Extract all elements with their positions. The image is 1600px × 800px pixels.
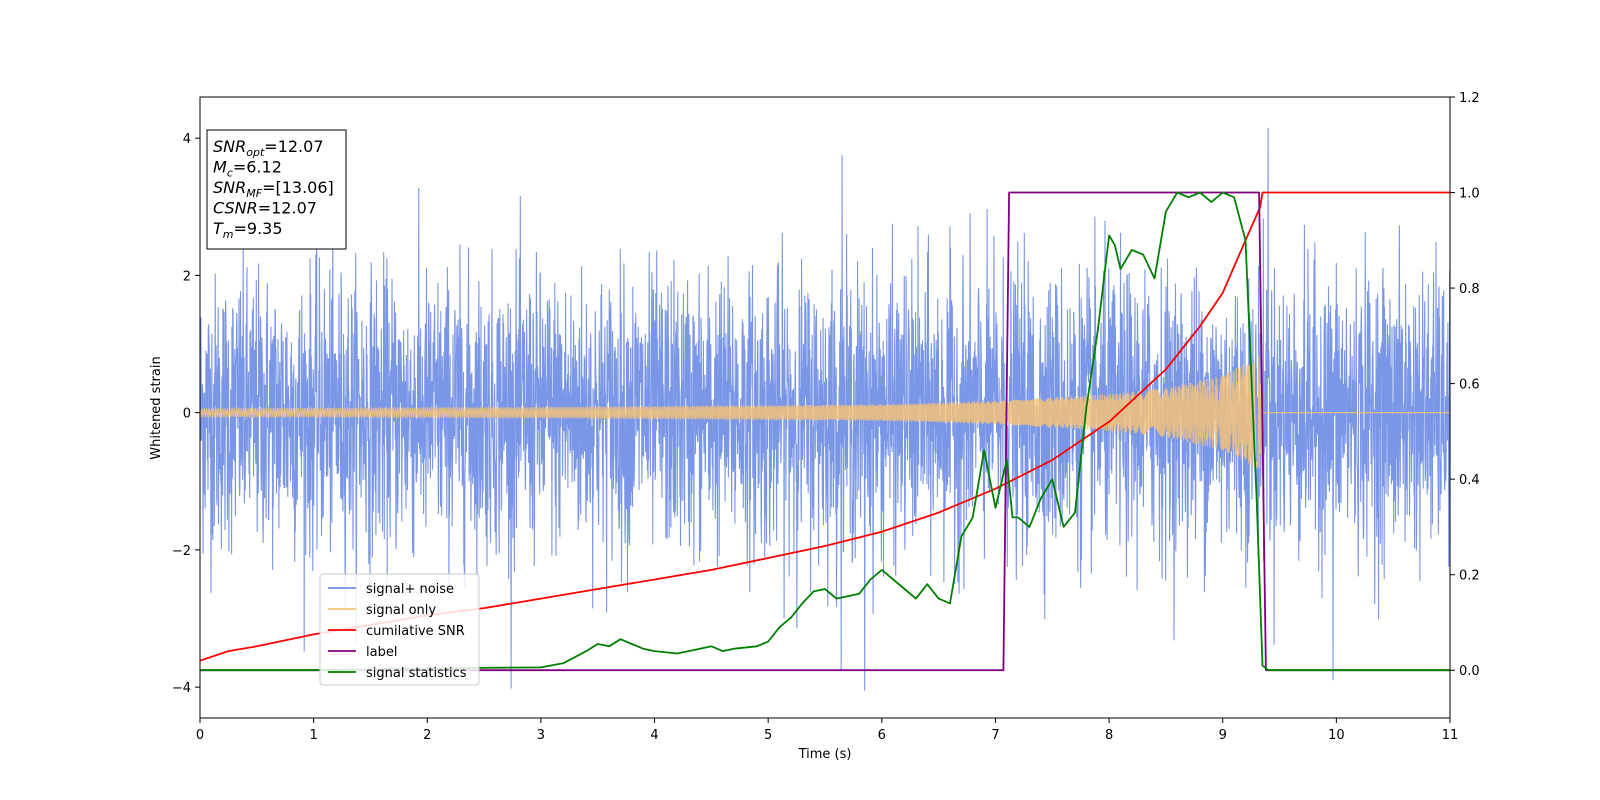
y-axis-label-left: Whitened strain bbox=[149, 356, 164, 459]
annotation-line: Tm=9.35 bbox=[213, 219, 283, 241]
annotation-line: SNRopt=12.07 bbox=[213, 137, 324, 159]
x-tick-label: 2 bbox=[423, 728, 431, 743]
signal-statistics-legend-label: signal statistics bbox=[366, 666, 467, 681]
x-tick-label: 5 bbox=[764, 728, 772, 743]
plot-frame bbox=[199, 96, 1451, 719]
y-axis-right: 0.0 0.2 0.4 0.6 0.8 1.0 1.2 bbox=[1450, 91, 1480, 679]
x-axis-label: Time (s) bbox=[798, 747, 852, 762]
signal-only-line bbox=[200, 356, 1450, 469]
y-tick-label-left: 0 bbox=[183, 407, 191, 422]
annotation-box: SNRopt=12.07Mc=6.12SNRMF=[13.06]CSNR=12.… bbox=[206, 129, 347, 250]
x-axis: 0 1 2 3 4 5 6 7 8 9 10 11 bbox=[196, 718, 1458, 743]
x-tick-label: 11 bbox=[1442, 728, 1459, 743]
annotation-line: SNRMF=[13.06] bbox=[213, 178, 334, 200]
y-tick-label-left: −2 bbox=[172, 544, 191, 559]
y-tick-label-right: 0.8 bbox=[1459, 282, 1480, 297]
y-tick-label-right: 1.0 bbox=[1459, 187, 1480, 202]
x-tick-label: 9 bbox=[1219, 728, 1227, 743]
x-tick-label: 8 bbox=[1105, 728, 1113, 743]
y-axis-left: −4 −2 0 2 4 bbox=[172, 132, 200, 696]
signal-statistics-line bbox=[200, 191, 1450, 672]
label-legend-label: label bbox=[366, 645, 397, 660]
annotation-line: CSNR=12.07 bbox=[213, 199, 317, 218]
x-tick-label: 3 bbox=[537, 728, 545, 743]
legend-frame bbox=[319, 573, 480, 686]
x-tick-label: 7 bbox=[991, 728, 999, 743]
legend: signal+ noise signal only cumilative SNR la… bbox=[319, 573, 480, 686]
y-tick-label-left: 2 bbox=[183, 269, 191, 284]
signal-noise-legend-label: signal+ noise bbox=[366, 582, 454, 597]
y-tick-label-left: 4 bbox=[183, 132, 191, 147]
x-tick-label: 10 bbox=[1328, 728, 1345, 743]
signal-only-legend-label: signal only bbox=[366, 603, 436, 618]
y-tick-label-right: 1.2 bbox=[1459, 91, 1480, 106]
x-tick-label: 1 bbox=[309, 728, 317, 743]
annotation-line: Mc=6.12 bbox=[213, 158, 282, 180]
y-tick-label-right: 0.2 bbox=[1459, 569, 1480, 584]
x-tick-label: 6 bbox=[878, 728, 886, 743]
x-tick-label: 0 bbox=[196, 728, 204, 743]
x-tick-label: 4 bbox=[650, 728, 658, 743]
signal-only-series bbox=[200, 356, 1450, 469]
annotation-box-frame bbox=[206, 129, 347, 250]
y-tick-label-right: 0.4 bbox=[1459, 473, 1480, 488]
y-tick-label-left: −4 bbox=[172, 681, 191, 696]
cumulative-snr-legend-label: cumilative SNR bbox=[366, 624, 465, 639]
y-tick-label-right: 0.6 bbox=[1459, 378, 1480, 393]
y-tick-label-right: 0.0 bbox=[1459, 664, 1480, 679]
